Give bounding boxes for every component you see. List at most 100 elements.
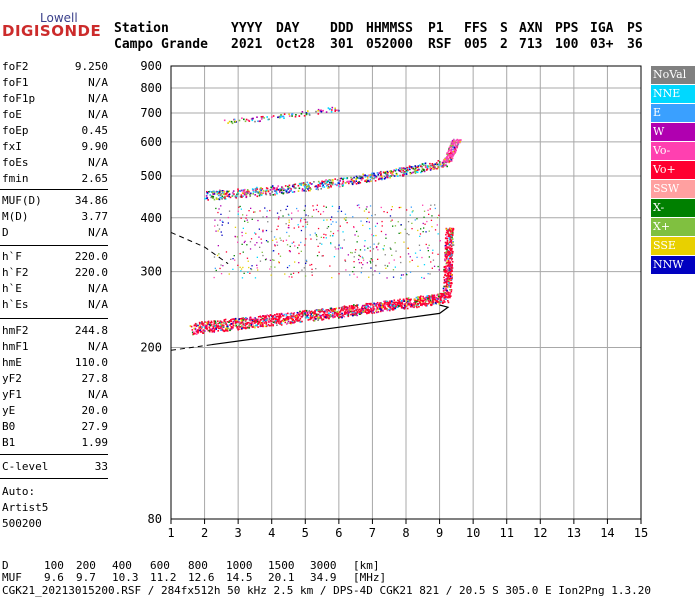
echo-point (447, 279, 450, 281)
echo-point (359, 255, 361, 258)
echo-point (446, 283, 448, 285)
echo-point (450, 231, 452, 233)
echo-point (288, 317, 291, 319)
y-tick-label: 900 (140, 59, 162, 73)
echo-point (429, 166, 431, 169)
echo-point (272, 324, 274, 326)
echo-point (360, 312, 363, 314)
echo-point (280, 189, 282, 191)
echo-point (309, 264, 311, 266)
echo-point (319, 185, 321, 187)
echo-point (432, 299, 435, 301)
echo-point (435, 299, 437, 302)
echo-point (445, 255, 448, 258)
y-tick-label: 300 (140, 265, 162, 279)
echo-point (430, 296, 433, 299)
echo-point (251, 325, 253, 328)
echo-point (423, 297, 425, 299)
echo-point (217, 322, 219, 325)
echo-point (428, 256, 430, 258)
echo-point (322, 318, 325, 321)
param-value: N/A (88, 108, 108, 121)
echo-point (269, 259, 272, 261)
param-value: N/A (88, 92, 108, 105)
echo-point (400, 206, 402, 209)
param-row: D N/A (2, 226, 108, 241)
echo-point (447, 161, 449, 163)
echo-point (276, 313, 278, 316)
echo-point (451, 267, 454, 269)
echo-point (266, 317, 268, 320)
echo-point (381, 309, 384, 312)
echo-point (447, 296, 450, 298)
x-tick-label: 13 (567, 526, 581, 540)
echo-point (197, 330, 199, 333)
param-value: 27.9 (81, 420, 109, 433)
echo-point (262, 115, 264, 118)
echo-point (405, 273, 407, 275)
echo-point (213, 327, 215, 330)
echo-point (416, 218, 418, 220)
echo-point (319, 242, 321, 244)
echo-point (203, 324, 206, 326)
echo-point (450, 148, 453, 150)
echo-point (202, 324, 204, 326)
echo-point (331, 216, 333, 218)
echo-point (263, 117, 265, 119)
echo-point (361, 308, 363, 311)
y-tick-label: 600 (140, 135, 162, 149)
echo-point (329, 316, 331, 318)
echo-point (258, 318, 260, 321)
echo-point (431, 252, 434, 254)
echo-point (343, 308, 346, 310)
echo-point (240, 194, 243, 196)
echo-point (451, 269, 453, 271)
echo-point (408, 234, 410, 236)
echo-point (449, 296, 451, 299)
echo-point (207, 199, 209, 201)
echo-point (225, 251, 228, 253)
echo-point (405, 301, 408, 304)
echo-point (259, 324, 262, 326)
echo-point (446, 276, 449, 278)
echo-point (431, 163, 434, 165)
echo-point (367, 247, 369, 249)
echo-point (277, 320, 279, 323)
echo-point (400, 300, 403, 302)
echo-point (242, 323, 244, 326)
echo-point (450, 259, 453, 261)
echo-point (421, 300, 424, 302)
echo-point (407, 169, 409, 171)
echo-point (439, 297, 442, 300)
echo-point (336, 109, 339, 112)
echo-point (303, 209, 305, 212)
echo-point (212, 195, 215, 198)
echo-point (369, 174, 372, 176)
echo-point (362, 259, 365, 261)
echo-point (446, 291, 448, 293)
echo-point (218, 208, 220, 210)
echo-point (202, 332, 205, 334)
echo-point (366, 221, 368, 223)
echo-point (357, 181, 359, 184)
echo-point (364, 311, 367, 313)
echo-point (388, 175, 391, 177)
echo-point (351, 179, 354, 182)
header-iga-value: 03+ (590, 37, 614, 52)
echo-point (306, 315, 309, 317)
echo-point (313, 209, 315, 211)
echo-point (240, 318, 243, 321)
echo-point (426, 169, 428, 171)
echo-point (330, 181, 333, 184)
echo-point (339, 185, 341, 188)
echo-point (444, 247, 447, 249)
echo-point (322, 315, 325, 317)
echo-point (212, 330, 215, 332)
echo-point (300, 250, 302, 252)
echo-point (429, 273, 431, 275)
echo-point (254, 326, 256, 329)
echo-point (222, 322, 225, 324)
echo-point (310, 310, 313, 313)
echo-point (348, 311, 351, 313)
echo-point (428, 165, 430, 167)
